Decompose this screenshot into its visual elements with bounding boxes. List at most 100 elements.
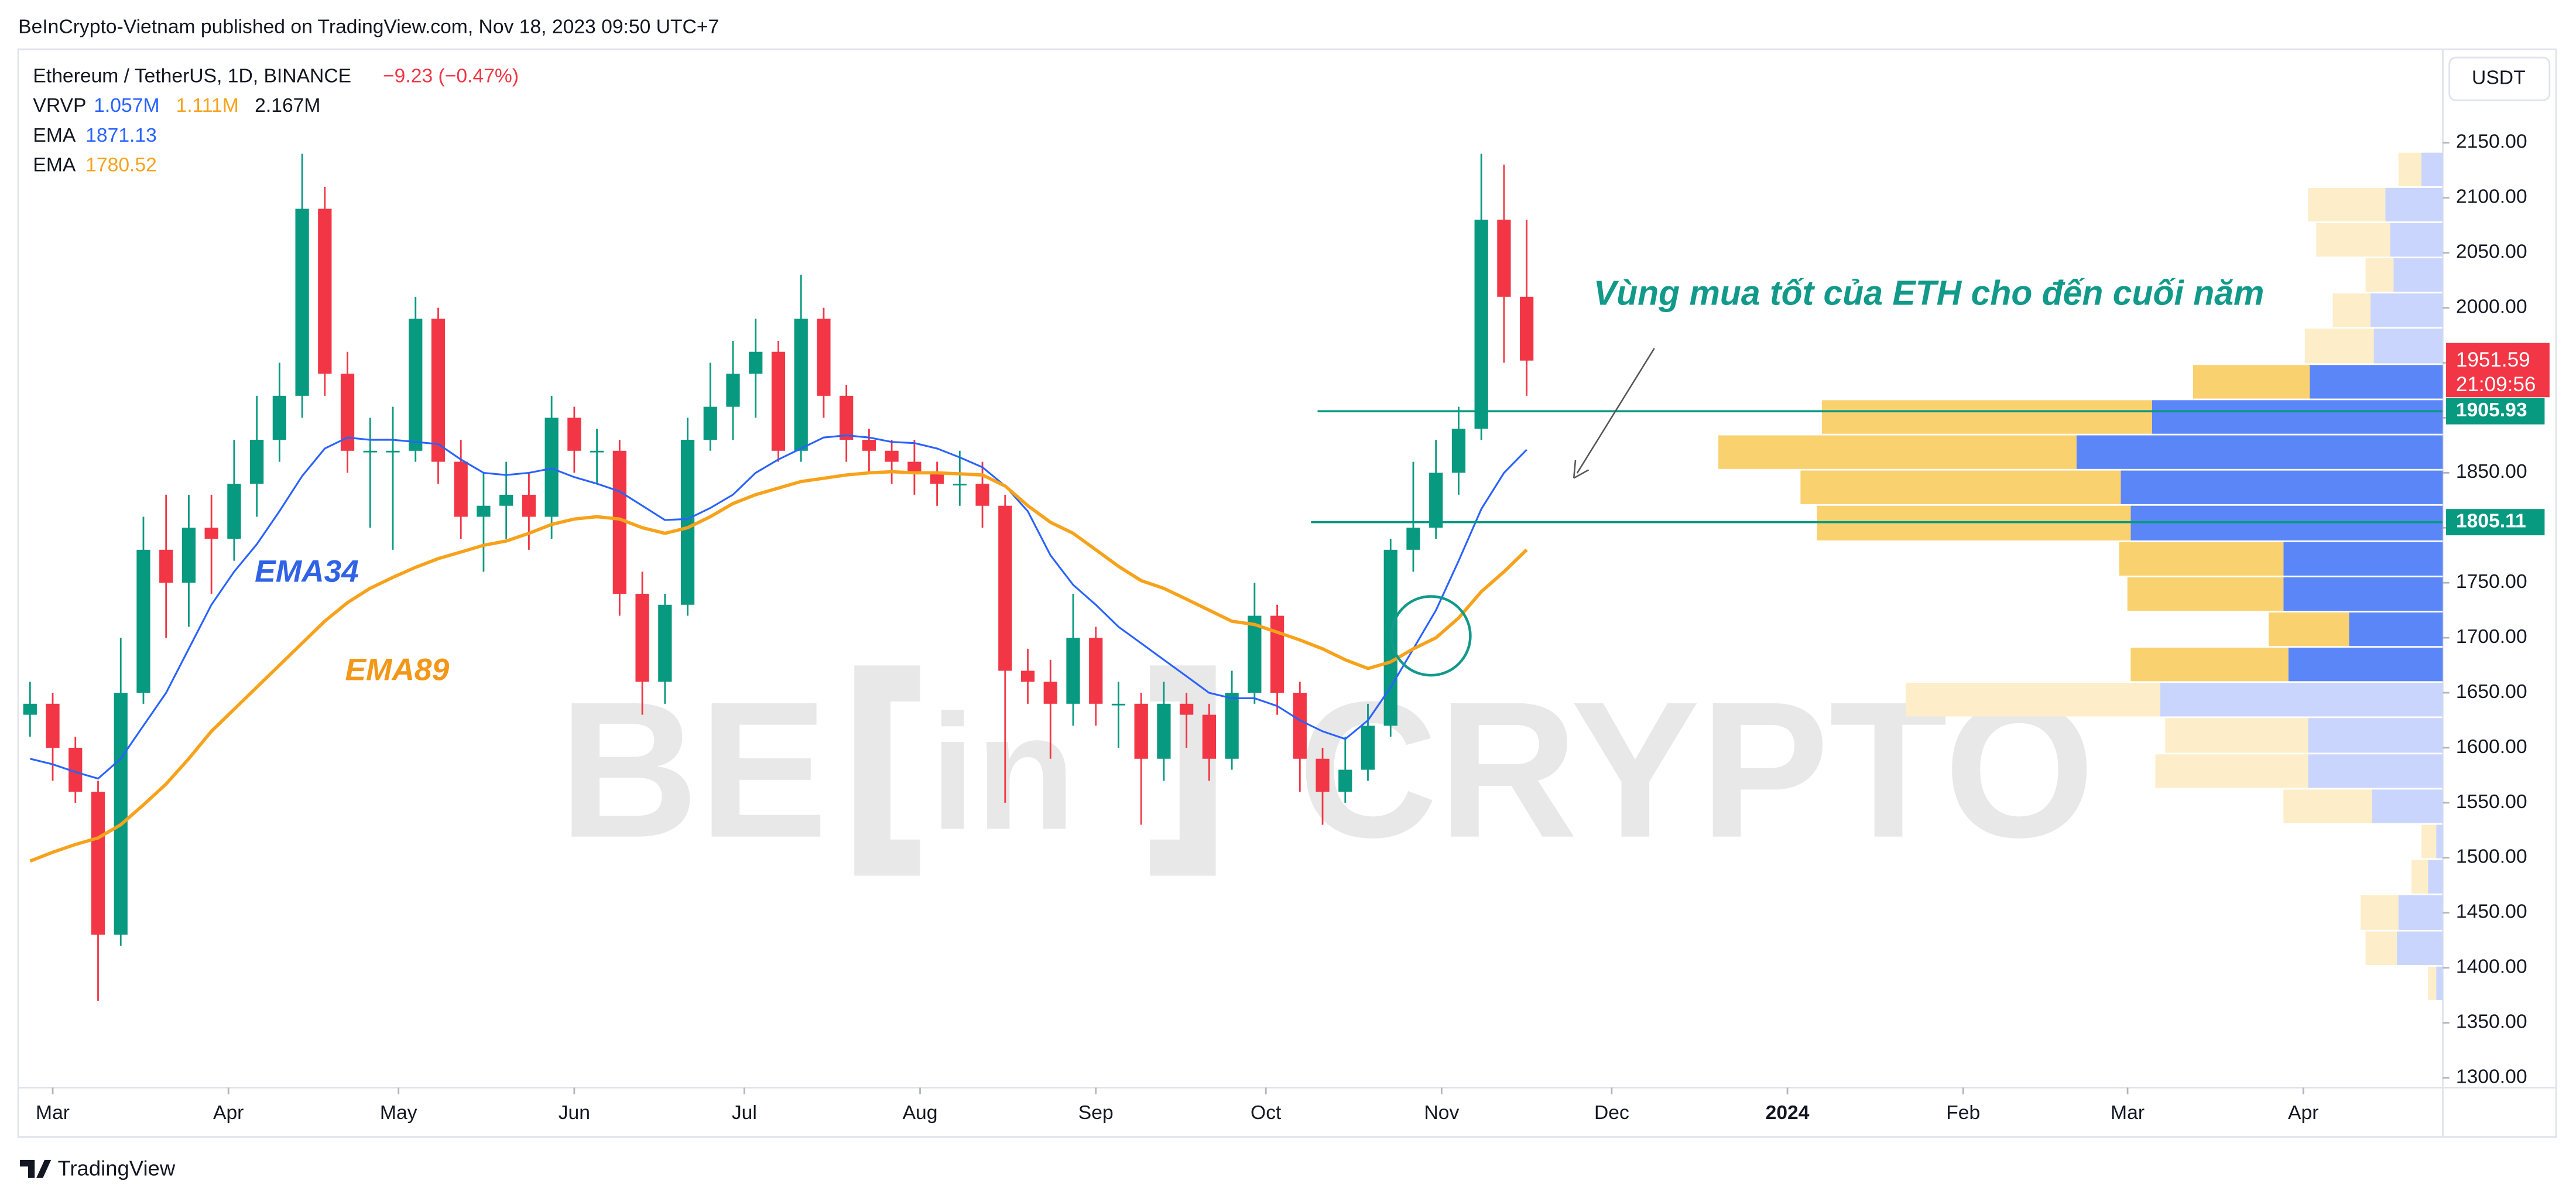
candle-body [1316,758,1330,792]
vp-down-bar [2283,789,2372,823]
candle-body [386,450,400,453]
candle-body [635,593,649,682]
candle-body [499,494,513,506]
vp-up-bar [2372,789,2443,823]
candle-body [409,319,423,451]
candle-body [1134,703,1148,759]
candle-body [204,528,218,539]
x-tick-label: Dec [1594,1102,1629,1124]
x-tick-label: Aug [903,1102,938,1124]
candle-body [1429,473,1443,528]
y-tick-label: 2100.00 [2456,186,2527,208]
frame [17,48,2557,1138]
currency-box[interactable] [2448,56,2551,101]
candle-body [1157,703,1171,759]
y-tick-label: 1450.00 [2456,901,2527,923]
candle-body [1225,693,1239,759]
vp-down-bar [1821,400,2152,434]
vp-up-bar [2390,223,2443,257]
vp-down-bar [2165,718,2308,753]
vp-down-bar [2365,931,2397,965]
candle-body [340,374,355,451]
vp-down-bar [2130,648,2289,682]
vp-up-bar [2393,258,2443,292]
arrow-line [1576,348,1655,474]
countdown: 21:09:56 [2456,373,2536,396]
symbol-title: Ethereum / TetherUS, 1D, BINANCE [33,66,351,87]
y-tick-label: 2050.00 [2456,241,2527,263]
vp-total: 1.111M [176,95,239,117]
candle-body [136,549,150,693]
candle-body [1474,220,1488,429]
y-tick-label: 2000.00 [2456,296,2527,317]
x-tick-label: Mar [36,1102,70,1124]
vp-up-bar [2283,542,2443,576]
candle-body [363,450,377,453]
candle-body [590,450,604,453]
candle-body [1361,726,1375,770]
vp-down-bar [1905,683,2160,717]
candle-body [658,604,672,682]
vp-down-bar [2119,542,2284,576]
vp-down-bar [2411,860,2428,894]
y-tick-label: 1300.00 [2456,1066,2527,1087]
candle-body [431,319,446,462]
candle-body [1043,682,1057,704]
candle-body [272,395,286,440]
candle-body [1180,703,1194,715]
candle-body [1089,638,1103,704]
axes: 1300.00 1350.00 1400.00 1450.00 1500.00 1550.… [36,131,2550,1124]
watermark: BE in CRYPTO [559,662,2095,878]
candle-body [1111,703,1126,706]
plot [23,153,2443,1001]
candle-body [91,792,105,935]
candle-body [522,494,536,517]
vp-up-bar [2349,612,2443,646]
vp-up-bar [2308,718,2443,753]
vp-up-bar [2398,895,2443,930]
candle-body [1248,615,1262,693]
vp-down-bar [1800,470,2121,504]
vp-down-bar [2332,293,2371,327]
watermark-text: in [930,680,1075,864]
vp-down-bar [2398,152,2421,187]
candle-body [840,395,854,440]
x-tick-label: Apr [213,1102,244,1124]
vp-down-bar [2428,966,2437,1001]
candle-body [1020,670,1035,682]
x-tick-label: 2024 [1766,1102,1810,1124]
y-tick-label: 1700.00 [2456,626,2527,648]
vp-up-bar [2373,329,2443,364]
vp-up-bar [2288,648,2443,682]
brand: TradingView [19,1156,176,1180]
candle-body [227,484,241,539]
ema-value: 1871.13 [85,125,157,146]
vp-down-bar [2193,365,2310,399]
candle-body [1293,693,1307,759]
candle-body [726,374,740,407]
annotation: EMA34 [255,554,359,588]
currency[interactable]: USDT [2472,67,2526,89]
brand-logo [19,1159,52,1178]
ema-line [29,470,1528,863]
y-tick-label: 1400.00 [2456,956,2527,978]
volume-profile [1718,152,2443,1001]
x-tick-label: Sep [1078,1102,1114,1124]
watermark-bracket [854,665,1216,876]
candle-body [295,208,309,396]
ema-name: EMA [33,125,76,146]
candle-body [1406,528,1420,550]
candle-body [998,505,1012,671]
vp-up-bar [2152,400,2443,434]
level-box [2446,509,2545,536]
annotation: Vùng mua tốt của ETH cho đến cuối năm [1594,275,2264,313]
x-tick-label: Apr [2288,1102,2318,1124]
vp-up-bar [2283,577,2443,611]
candle-body [771,351,786,451]
y-tick-label: 1650.00 [2456,681,2527,703]
x-tick-label: Feb [1946,1102,1980,1124]
x-tick-label: Jun [559,1102,590,1124]
candle-body [817,319,831,396]
